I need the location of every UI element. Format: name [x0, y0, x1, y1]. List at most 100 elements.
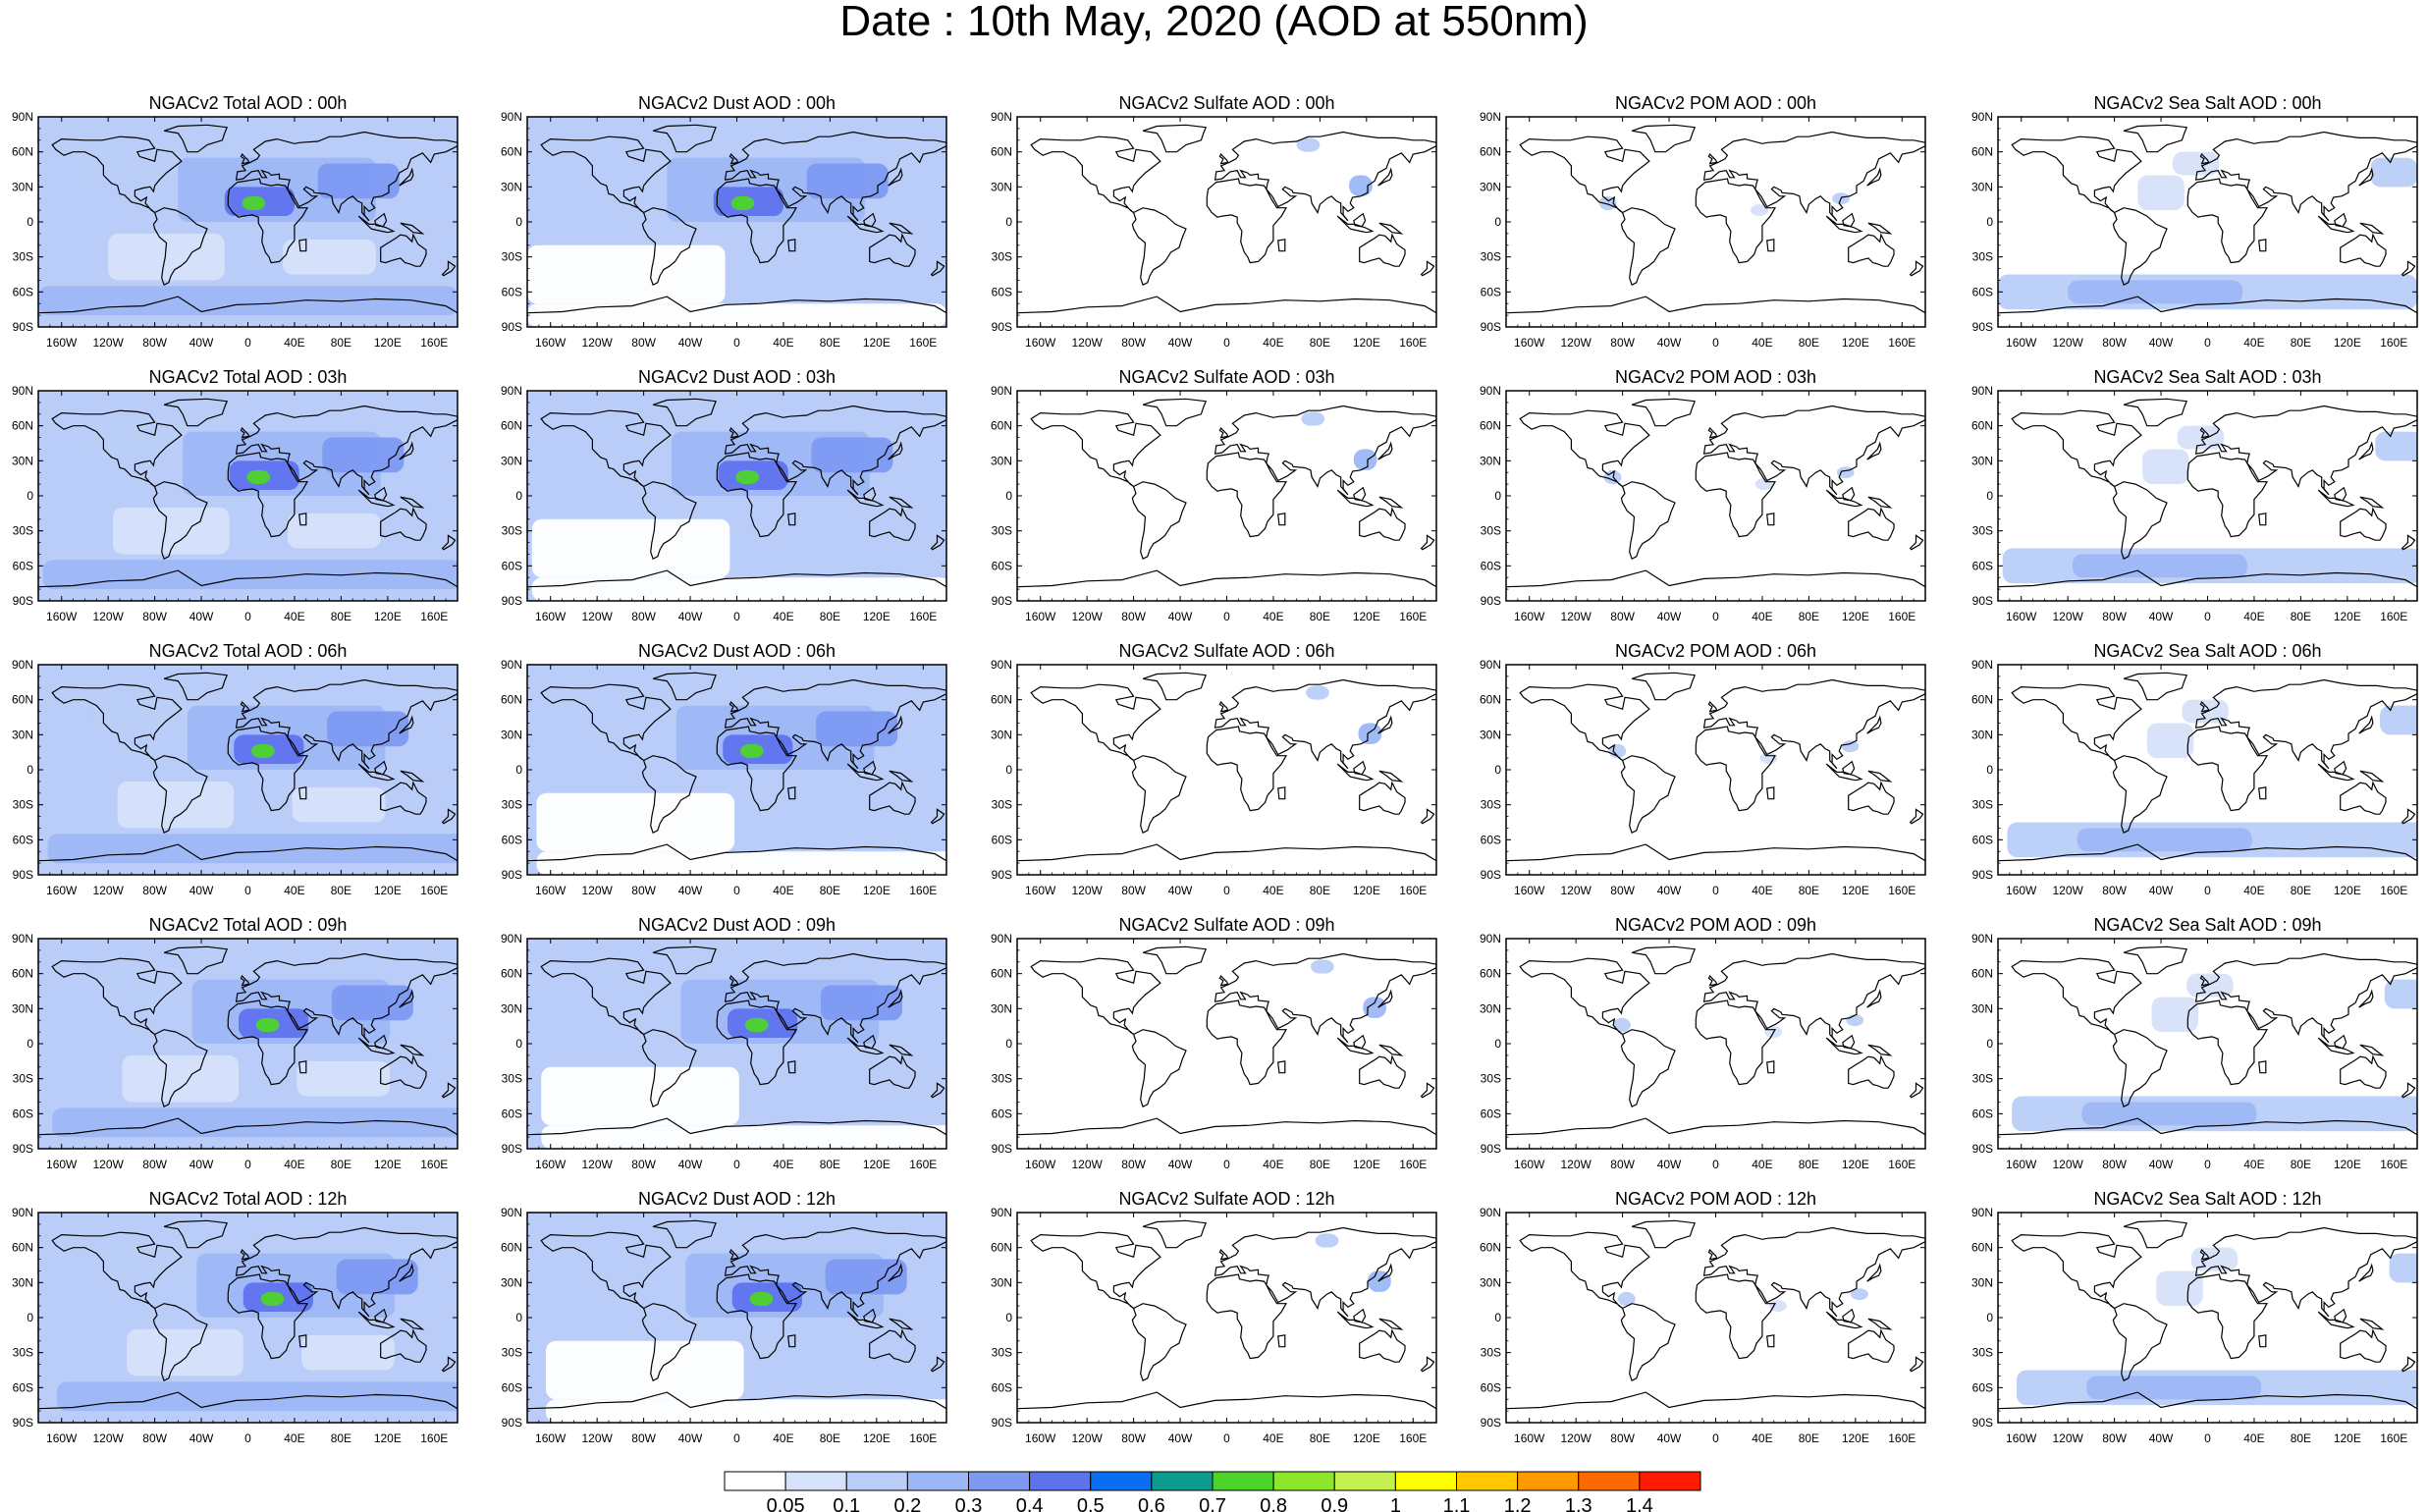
coastline-south-america: [1620, 1303, 1676, 1382]
x-tick-label: 120E: [1353, 610, 1380, 623]
coastline-indonesia: [846, 763, 885, 782]
x-tick-label: 160W: [46, 1431, 78, 1445]
x-tick-label: 120W: [1560, 1431, 1592, 1445]
coastline-south-america: [1620, 755, 1676, 835]
map-panel: NGACv2 Dust AOD : 06h 90N 60N 30N 0 30S 60S 90S…: [501, 641, 947, 897]
coastline-indonesia: [1825, 215, 1863, 234]
panel-title: NGACv2 Dust AOD : 00h: [638, 93, 836, 113]
y-tick-label: 60N: [1480, 419, 1501, 433]
x-tick-label: 120W: [2052, 1431, 2083, 1445]
y-tick-label: 90N: [991, 110, 1012, 124]
aod-region: [38, 286, 458, 316]
coastline-eurasia: [2194, 952, 2417, 1044]
x-tick-label: 160W: [1025, 884, 1056, 897]
coastline-new-zealand: [1909, 1356, 1924, 1373]
x-tick-label: 120W: [2052, 884, 2083, 897]
x-tick-label: 80W: [1610, 336, 1635, 350]
coastline-greenland: [652, 1219, 717, 1249]
coastline-eurasia: [1214, 131, 1436, 222]
coastline-australia: [869, 1328, 916, 1363]
coastlines: [38, 672, 458, 862]
x-tick-label: 120W: [1071, 1431, 1103, 1445]
colorbar-swatch: [1333, 1471, 1396, 1491]
coastline-uk: [240, 426, 250, 439]
x-tick-label: 120E: [863, 610, 890, 623]
y-tick-label: 90N: [1971, 932, 1993, 945]
panel-title: NGACv2 Sea Salt AOD : 03h: [2093, 367, 2321, 387]
coastline-japan: [2358, 167, 2374, 187]
x-tick-label: 120E: [863, 1431, 890, 1445]
x-tick-label: 0: [244, 1158, 251, 1171]
coastline-greenland: [163, 1219, 229, 1249]
coastline-madagascar: [298, 513, 307, 526]
y-tick-label: 0: [1986, 1037, 1993, 1051]
coastlines: [527, 1219, 946, 1410]
coastline-africa: [227, 452, 309, 538]
panel-title: NGACv2 Sea Salt AOD : 06h: [2093, 641, 2321, 661]
aod-region: [749, 1291, 774, 1307]
x-tick-label: 40E: [1263, 610, 1283, 623]
x-tick-label: 40E: [284, 1431, 304, 1445]
aod-region: [103, 1241, 197, 1277]
y-tick-label: 60S: [1481, 833, 1501, 846]
coastline-antarctica: [527, 569, 946, 588]
aod-region: [527, 303, 946, 327]
y-tick-label: 60N: [12, 419, 33, 433]
x-tick-label: 40E: [1263, 1431, 1283, 1445]
y-tick-label: 60S: [1972, 559, 1993, 572]
x-tick-label: 40E: [1752, 884, 1772, 897]
x-tick-label: 160W: [46, 610, 78, 623]
y-tick-label: 30S: [1972, 250, 1993, 264]
x-tick-label: 160E: [1888, 336, 1915, 350]
coastlines: [1998, 1219, 2417, 1410]
coastline-indonesia: [2317, 763, 2355, 782]
coastline-uk: [2199, 1248, 2210, 1261]
coastline-japan: [1866, 167, 1882, 187]
coastline-japan: [399, 1263, 414, 1282]
map-panel: NGACv2 Sulfate AOD : 03h 90N 60N 30N 0 30S 60S…: [991, 367, 1437, 623]
y-tick-label: 90N: [1971, 110, 1993, 124]
panel-title: NGACv2 Sea Salt AOD : 00h: [2093, 93, 2321, 113]
y-tick-label: 60S: [992, 833, 1012, 846]
coastline-madagascar: [1277, 239, 1286, 252]
coastline-greenland: [163, 124, 229, 153]
coastline-uk: [2199, 152, 2210, 165]
aod-region: [1358, 723, 1382, 744]
map-background: [1017, 391, 1436, 601]
x-tick-label: 120W: [92, 884, 124, 897]
y-tick-label: 30S: [1972, 524, 1993, 538]
x-tick-label: 80W: [1121, 336, 1146, 350]
y-tick-label: 60N: [12, 1241, 33, 1255]
y-tick-label: 90S: [1972, 1142, 1993, 1156]
map-panel: NGACv2 Total AOD : 06h 90N 60N 30N 0 30S 60S 90…: [12, 641, 459, 897]
coastline-madagascar: [1766, 786, 1775, 800]
colorbar-swatch: [1029, 1471, 1092, 1491]
x-tick-label: 80W: [1610, 1431, 1635, 1445]
panel-title: NGACv2 Total AOD : 09h: [149, 915, 348, 935]
coastlines: [1017, 124, 1436, 314]
coastline-japan: [399, 441, 414, 460]
y-tick-label: 60N: [1971, 419, 1993, 433]
x-tick-label: 0: [2204, 336, 2211, 350]
x-tick-label: 120E: [374, 884, 402, 897]
aod-region: [2086, 1376, 2262, 1400]
aod-region: [2068, 280, 2243, 304]
coastline-new-guinea: [1378, 770, 1404, 783]
coastline-north-america: [51, 135, 183, 213]
coastline-north-america: [1519, 1231, 1650, 1309]
coastline-madagascar: [787, 239, 796, 252]
panel-title: NGACv2 Sulfate AOD : 03h: [1118, 367, 1334, 387]
coastline-greenland: [1631, 672, 1697, 701]
y-tick-label: 30N: [991, 1275, 1012, 1289]
x-tick-label: 120W: [92, 610, 124, 623]
coastline-japan: [1377, 715, 1393, 734]
coastline-indonesia: [1825, 763, 1863, 782]
coastline-indonesia: [846, 489, 885, 508]
aod-region: [108, 233, 225, 281]
aod-field: [38, 1213, 458, 1423]
aod-field: [1506, 391, 1925, 601]
coastline-south-america: [152, 1303, 208, 1382]
coastline-antarctica: [1506, 1117, 1925, 1136]
y-tick-label: 60N: [1480, 693, 1501, 707]
panel-title: NGACv2 Sulfate AOD : 12h: [1118, 1189, 1334, 1209]
